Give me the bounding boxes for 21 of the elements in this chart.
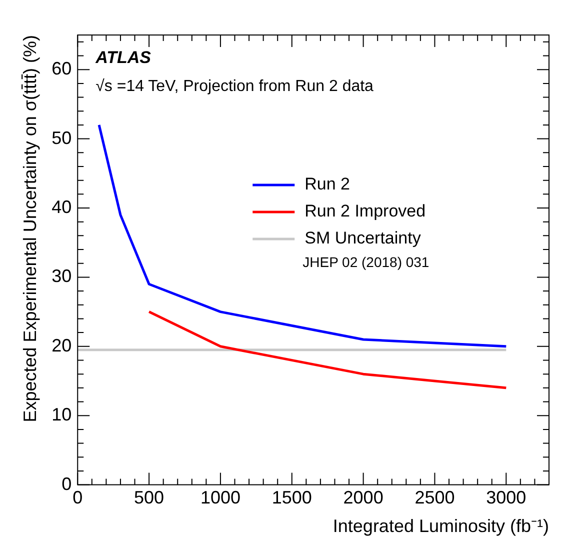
x-tick-label: 3000: [486, 488, 526, 508]
x-tick-label: 2500: [414, 488, 455, 508]
legend-label: Run 2: [304, 174, 350, 194]
y-tick-label: 10: [52, 404, 72, 425]
y-tick-label: 30: [52, 266, 72, 286]
annotation: JHEP 02 (2018) 031: [302, 254, 430, 270]
x-tick-label: 1500: [272, 488, 312, 508]
y-tick-label: 0: [62, 474, 72, 494]
y-tick-label: 40: [52, 196, 72, 217]
x-tick-label: 500: [134, 488, 164, 508]
annotation: √s =14 TeV, Projection from Run 2 data: [96, 78, 374, 95]
y-tick-label: 20: [52, 335, 72, 356]
legend-label: Run 2 Improved: [304, 202, 426, 221]
y-tick-label: 60: [52, 58, 72, 79]
x-axis-title: Integrated Luminosity (fb⁻¹): [332, 516, 549, 536]
y-axis-title: Expected Experimental Uncertainty on σ(tt̄tt̄) (%): [20, 35, 40, 422]
x-tick-label: 1000: [200, 488, 240, 508]
x-tick-label: 2000: [343, 488, 384, 508]
legend-label: SM Uncertainty: [304, 228, 422, 248]
y-tick-label: 50: [52, 128, 72, 148]
annotation: ATLAS: [94, 48, 152, 67]
